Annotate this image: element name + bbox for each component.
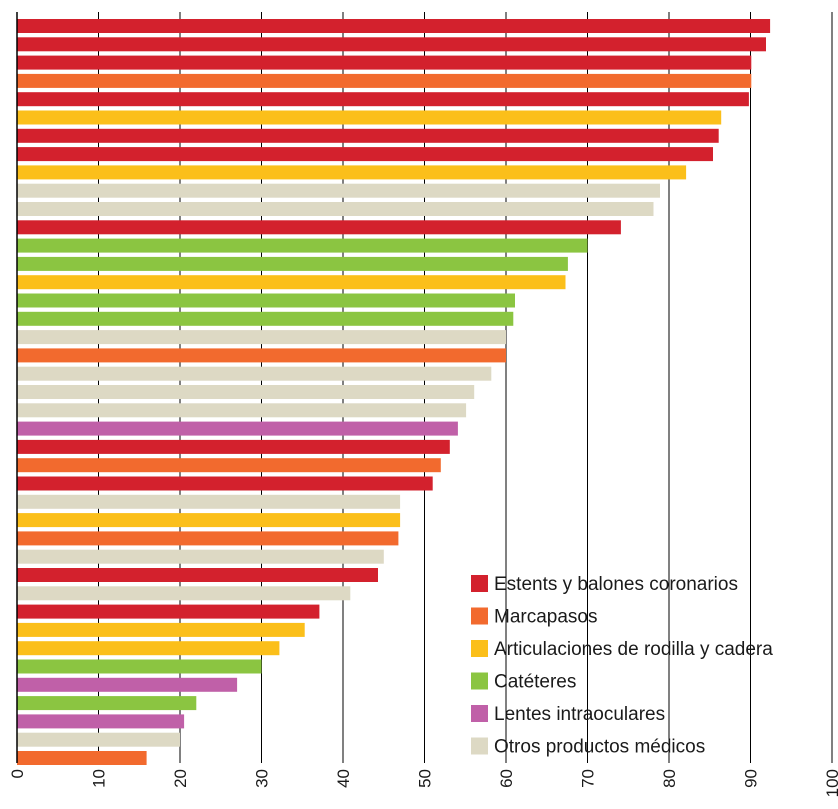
bar-otros (17, 732, 180, 747)
bar-articulaciones (17, 165, 687, 180)
bars (17, 19, 771, 765)
bar-marcapasos (17, 348, 506, 363)
legend-swatch-estents (471, 575, 488, 592)
x-tick-label: 40 (334, 769, 353, 788)
bar-cateteres (17, 238, 588, 253)
bar-marcapasos (17, 751, 147, 765)
bar-estents (17, 19, 771, 33)
bar-articulaciones (17, 641, 280, 656)
bar-articulaciones (17, 622, 305, 637)
x-tick-label: 100 (823, 769, 838, 797)
bar-otros (17, 385, 475, 399)
legend-swatch-marcapasos (471, 607, 488, 625)
bar-otros (17, 183, 660, 198)
x-tick-label: 30 (253, 769, 272, 788)
x-tick-label: 60 (497, 769, 516, 788)
legend-swatch-otros (471, 737, 488, 755)
x-tick-label: 80 (660, 769, 679, 788)
legend: Estents y balones coronarios Marcapasos Ar… (471, 574, 773, 758)
legend-swatch-articulaciones (471, 640, 488, 657)
bar-estents (17, 92, 749, 107)
bar-otros (17, 330, 506, 345)
bar-cateteres (17, 311, 514, 326)
legend-label-lentes: Lentes intraoculares (494, 704, 665, 725)
legend-label-marcapasos: Marcapasos (494, 607, 598, 628)
bar-estents (17, 439, 450, 454)
bar-estents (17, 476, 433, 491)
bar-cateteres (17, 659, 262, 674)
legend-swatch-lentes (471, 705, 488, 722)
legend-label-otros: Otros productos médicos (494, 737, 705, 758)
bar-marcapasos (17, 73, 752, 88)
bar-otros (17, 202, 654, 216)
bar-marcapasos (17, 531, 399, 546)
bar-otros (17, 586, 351, 601)
x-tick-label: 20 (171, 769, 190, 788)
bar-estents (17, 128, 719, 143)
bar-estents (17, 220, 621, 235)
legend-label-estents: Estents y balones coronarios (494, 574, 738, 595)
bar-cateteres (17, 293, 515, 308)
bar-estents (17, 568, 378, 582)
bar-articulaciones (17, 275, 566, 290)
bar-articulaciones (17, 110, 722, 125)
bar-otros (17, 366, 492, 381)
bar-lentes (17, 714, 185, 729)
bar-otros (17, 403, 467, 418)
bar-lentes (17, 677, 238, 692)
bar-articulaciones (17, 513, 401, 528)
bar-marcapasos (17, 458, 441, 473)
legend-label-cateteres: Catéteres (494, 672, 576, 693)
bar-estents (17, 604, 320, 619)
bar-estents (17, 55, 752, 70)
bar-lentes (17, 421, 458, 436)
bar-cateteres (17, 696, 197, 711)
x-tick-labels: 0 10 20 30 40 50 60 70 80 90 100 (8, 769, 838, 797)
bar-estents (17, 37, 766, 52)
bar-otros (17, 494, 401, 509)
x-tick-label: 90 (742, 769, 761, 788)
bar-estents (17, 147, 713, 162)
bar-otros (17, 549, 384, 564)
x-tick-label: 10 (90, 769, 109, 788)
bar-cateteres (17, 256, 568, 271)
x-tick-label: 50 (416, 769, 435, 788)
legend-swatch-cateteres (471, 672, 488, 690)
legend-label-articulaciones: Articulaciones de rodilla y cadera (494, 639, 773, 660)
x-tick-label: 0 (8, 769, 27, 778)
x-tick-label: 70 (579, 769, 598, 788)
